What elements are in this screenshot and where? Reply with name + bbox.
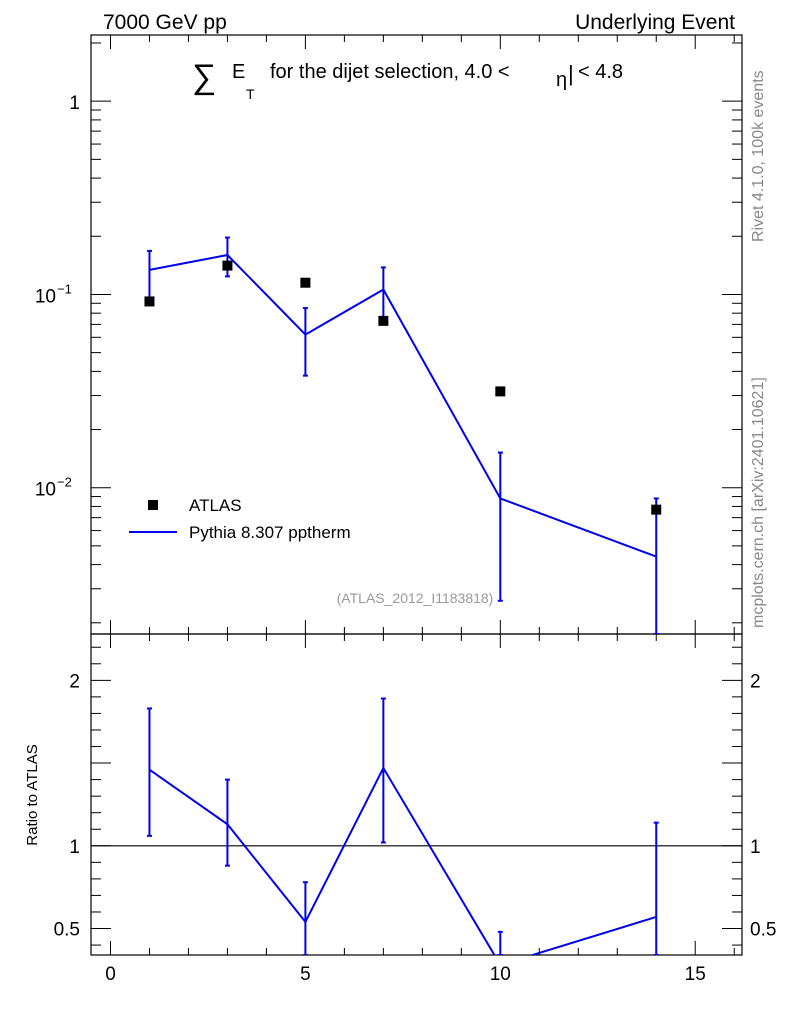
atlas-data-point xyxy=(222,260,233,271)
plot-title: ∑ E T for the dijet selection, 4.0 < η |… xyxy=(192,58,623,102)
y-tick-label-right: 1 xyxy=(750,837,761,858)
main-axis-ticks xyxy=(91,35,742,634)
y-tick-label: 0.5 xyxy=(54,920,80,941)
title-abs-bar: | xyxy=(568,61,574,86)
x-tick-labels: 0 5 10 15 xyxy=(105,964,706,985)
header-left: 7000 GeV pp xyxy=(103,11,227,34)
legend-atlas-label: ATLAS xyxy=(189,496,242,515)
ratio-y-axis-title: Ratio to ATLAS xyxy=(24,744,41,845)
title-text: for the dijet selection, 4.0 < xyxy=(270,61,510,83)
atlas-data-point xyxy=(651,504,662,515)
y-tick-label: 2 xyxy=(69,671,80,692)
title-e: E xyxy=(232,61,245,83)
y-tick-label: 1 xyxy=(69,93,80,114)
y-tick-label-right: 0.5 xyxy=(750,920,776,941)
title-t-subscript: T xyxy=(246,86,255,102)
mcplots-label: mcplots.cern.ch [arXiv:2401.10621] xyxy=(750,377,767,628)
y-tick-label: 10 xyxy=(35,286,56,307)
atlas-data-point xyxy=(495,386,506,397)
header-right: Underlying Event xyxy=(575,11,735,34)
x-tick-label: 0 xyxy=(105,964,116,985)
legend: ATLAS Pythia 8.307 pptherm xyxy=(129,496,351,542)
mc-line xyxy=(149,253,657,558)
atlas-data-point xyxy=(378,315,389,326)
mc-series-ratio xyxy=(146,697,659,955)
main-panel-frame xyxy=(90,34,743,635)
title-sum-symbol: ∑ xyxy=(192,58,216,96)
ratio-line xyxy=(148,765,657,955)
mc-series-main xyxy=(146,236,659,634)
main-y-tick-labels: 110−110−2 xyxy=(35,93,80,501)
atlas-data-point xyxy=(300,277,311,288)
legend-atlas-marker xyxy=(148,500,158,510)
ratio-y-tick-labels: 0.5 0.5 1 1 2 2 xyxy=(54,671,777,940)
atlas-data-point xyxy=(144,296,155,307)
title-eta: η xyxy=(556,69,567,91)
ratio-axis-ticks xyxy=(91,634,742,955)
x-tick-label: 5 xyxy=(300,964,311,985)
analysis-id: (ATLAS_2012_I1183818) xyxy=(337,590,494,606)
ratio-panel-frame xyxy=(90,633,743,956)
y-tick-label: 1 xyxy=(69,837,80,858)
x-tick-label: 15 xyxy=(685,964,706,985)
atlas-series-main xyxy=(144,260,662,515)
y-tick-label-exponent: −1 xyxy=(57,281,72,296)
rivet-label: Rivet 4.1.0, 100k events xyxy=(750,70,767,242)
x-tick-label: 10 xyxy=(490,964,511,985)
y-tick-label-right: 2 xyxy=(750,671,761,692)
title-text-end: < 4.8 xyxy=(578,61,623,83)
y-tick-label-exponent: −2 xyxy=(57,475,72,490)
legend-mc-label: Pythia 8.307 pptherm xyxy=(189,523,351,542)
y-tick-label: 10 xyxy=(35,480,56,501)
